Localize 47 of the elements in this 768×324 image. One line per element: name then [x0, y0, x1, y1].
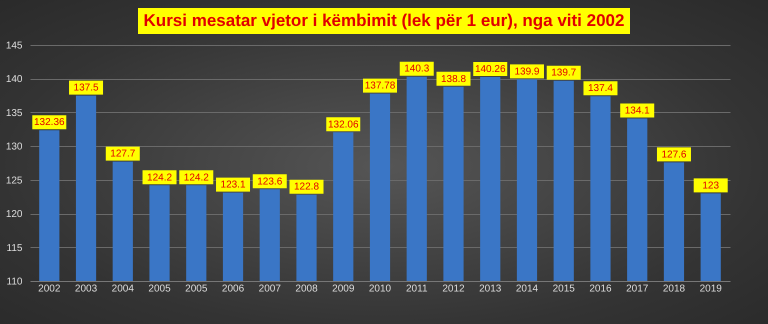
data-label: 140.26 — [474, 64, 506, 75]
data-label: 139.7 — [551, 68, 577, 79]
x-tick-label: 2016 — [589, 284, 612, 294]
data-label: 123.1 — [220, 180, 246, 191]
data-label: 122.8 — [294, 182, 320, 193]
data-label: 138.8 — [440, 74, 466, 85]
data-label: 127.6 — [661, 149, 687, 160]
x-tick-label: 2004 — [112, 284, 134, 294]
data-label: 137.5 — [74, 82, 99, 94]
data-label: 132.36 — [34, 117, 66, 128]
x-tick-label: 2014 — [516, 284, 539, 294]
x-tick-label: 2003 — [74, 284, 98, 294]
x-tick-label: 2018 — [662, 284, 686, 294]
x-tick-label: 2007 — [258, 284, 282, 294]
x-tick-label: 2011 — [406, 284, 428, 294]
y-tick-label: 140 — [6, 74, 23, 86]
x-tick-label: 2013 — [479, 284, 502, 294]
x-tick-label: 2005 — [148, 284, 172, 294]
data-label: 137.78 — [364, 80, 396, 92]
x-tick-label: 2009 — [332, 284, 355, 294]
y-tick-label: 145 — [6, 40, 23, 52]
x-tick-label: 2019 — [700, 284, 722, 294]
data-label: 127.7 — [110, 148, 136, 160]
x-tick-label: 2008 — [295, 284, 318, 294]
x-tick-label: 2015 — [552, 284, 576, 294]
data-label: 134.1 — [624, 105, 650, 116]
data-label: 140.3 — [404, 64, 430, 75]
x-tick-label: 2006 — [222, 284, 245, 294]
data-label: 123.6 — [257, 176, 283, 188]
y-tick-label: 110 — [6, 276, 23, 288]
chart-title: Kursi mesatar vjetor i këmbimit (lek për 1 eur), nga viti 2002 — [138, 8, 630, 34]
x-tick-label: 2010 — [368, 284, 392, 294]
x-tick-label: 2002 — [38, 284, 61, 294]
data-label: 124.2 — [184, 172, 210, 184]
x-tick-label: 2017 — [626, 284, 649, 294]
y-tick-label: 135 — [6, 108, 23, 119]
x-tick-label: 2005 — [185, 284, 208, 294]
y-tick-label: 115 — [6, 242, 23, 254]
data-label: 124.2 — [147, 172, 172, 184]
x-tick-label: 2012 — [442, 284, 466, 294]
data-label: 139.9 — [514, 66, 540, 78]
data-label: 137.4 — [588, 83, 614, 94]
y-tick-label: 120 — [6, 209, 23, 220]
y-tick-label: 130 — [6, 142, 23, 153]
y-tick-label: 125 — [6, 175, 23, 186]
data-label: 132.06 — [328, 119, 359, 130]
data-label: 123 — [702, 180, 720, 192]
